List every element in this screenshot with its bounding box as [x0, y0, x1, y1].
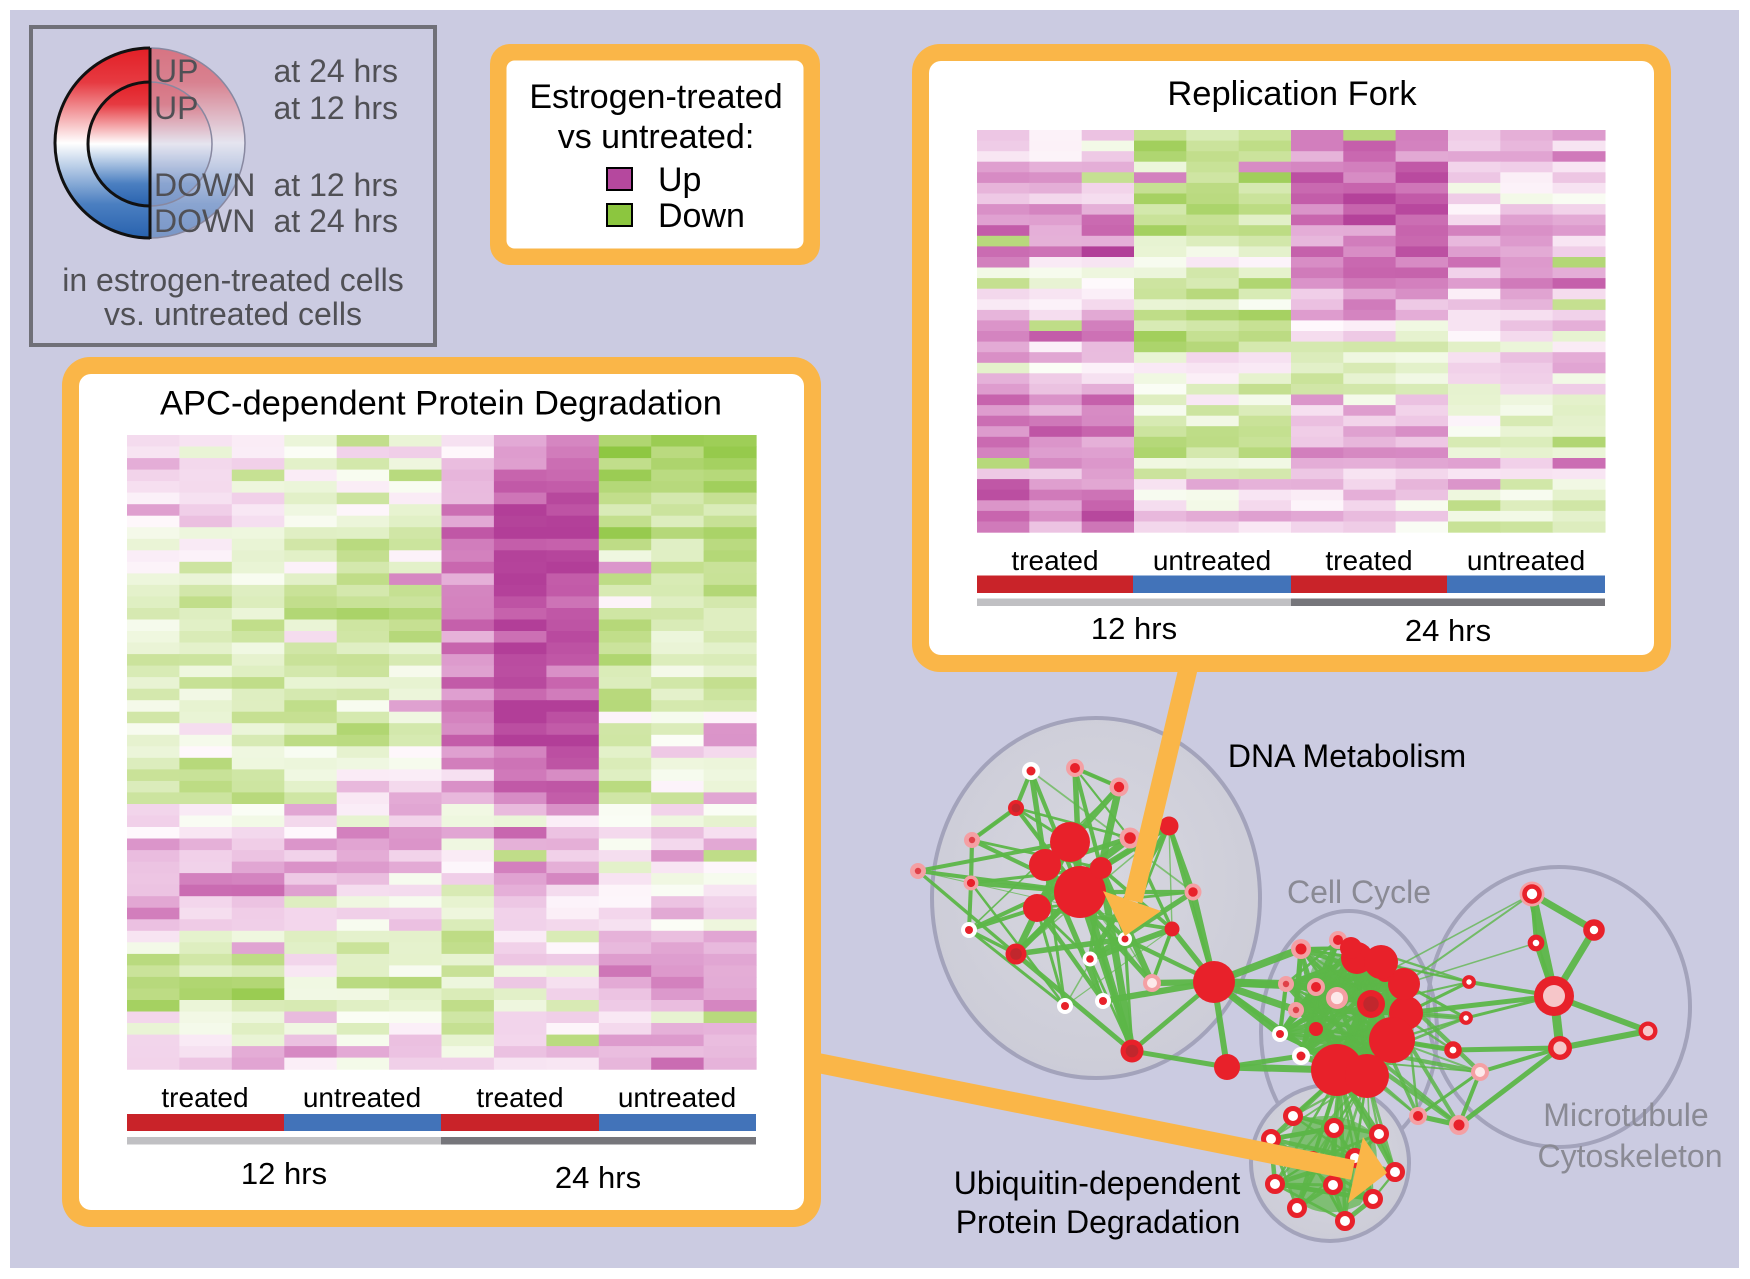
svg-text:Ubiquitin-dependent: Ubiquitin-dependent: [954, 1165, 1241, 1201]
svg-text:DOWN: DOWN: [154, 167, 255, 203]
svg-text:UP: UP: [154, 90, 198, 126]
svg-text:at 24 hrs: at 24 hrs: [273, 53, 398, 89]
svg-text:24 hrs: 24 hrs: [1405, 613, 1491, 648]
svg-text:Cell Cycle: Cell Cycle: [1287, 874, 1431, 910]
svg-text:DOWN: DOWN: [154, 203, 255, 239]
svg-text:DNA Metabolism: DNA Metabolism: [1228, 738, 1466, 774]
svg-text:Microtubule: Microtubule: [1543, 1097, 1708, 1133]
svg-text:at 12 hrs: at 12 hrs: [273, 90, 398, 126]
svg-text:treated: treated: [476, 1082, 563, 1113]
svg-text:Cytoskeleton: Cytoskeleton: [1538, 1138, 1723, 1174]
svg-text:untreated: untreated: [1467, 545, 1585, 576]
svg-text:untreated: untreated: [303, 1082, 421, 1113]
svg-text:at 12 hrs: at 12 hrs: [273, 167, 398, 203]
svg-text:Down: Down: [658, 197, 745, 235]
svg-text:12 hrs: 12 hrs: [1091, 611, 1177, 646]
svg-text:Estrogen-treated: Estrogen-treated: [529, 78, 782, 116]
svg-text:untreated: untreated: [1153, 545, 1271, 576]
svg-text:treated: treated: [161, 1082, 248, 1113]
svg-text:Protein Degradation: Protein Degradation: [956, 1204, 1241, 1240]
svg-text:treated: treated: [1011, 545, 1098, 576]
svg-text:vs. untreated cells: vs. untreated cells: [104, 296, 362, 332]
svg-text:at 24 hrs: at 24 hrs: [273, 203, 398, 239]
svg-text:12 hrs: 12 hrs: [241, 1156, 327, 1191]
svg-text:UP: UP: [154, 53, 198, 89]
svg-text:24 hrs: 24 hrs: [555, 1160, 641, 1195]
svg-text:APC-dependent Protein Degradat: APC-dependent Protein Degradation: [160, 385, 722, 423]
svg-text:Replication Fork: Replication Fork: [1167, 75, 1417, 113]
svg-text:vs untreated:: vs untreated:: [558, 118, 755, 156]
svg-text:untreated: untreated: [618, 1082, 736, 1113]
svg-text:in estrogen-treated cells: in estrogen-treated cells: [62, 262, 404, 298]
svg-text:Up: Up: [658, 161, 701, 199]
svg-text:treated: treated: [1325, 545, 1412, 576]
